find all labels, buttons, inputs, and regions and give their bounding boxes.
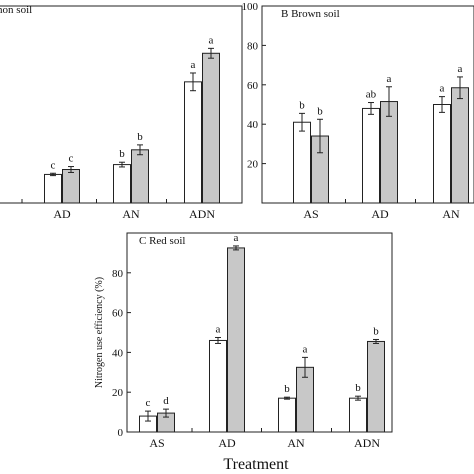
bar: [202, 52, 220, 204]
y-tick-label: 0: [118, 427, 124, 439]
y-tick-label: 40: [112, 347, 124, 359]
significance-label: a: [209, 34, 214, 46]
significance-label: ab: [366, 89, 377, 101]
panel-title: B Brown soil: [281, 8, 340, 20]
bar: [433, 104, 451, 204]
significance-label: b: [373, 325, 379, 337]
bar: [451, 87, 469, 204]
significance-label: b: [355, 382, 361, 394]
y-tick-label: 60: [112, 308, 124, 320]
y-tick-label: 20: [112, 387, 124, 399]
bar: [184, 81, 202, 204]
bar: [367, 340, 385, 433]
significance-label: d: [163, 395, 169, 407]
y-tick-label: 100: [242, 1, 259, 13]
x-tick-label: AD: [218, 436, 236, 450]
bar: [209, 339, 227, 433]
plot-frame: [126, 232, 393, 433]
panel-c: 0 20 40 60 80 Nitrogen use efficiency (%) C Re…: [94, 232, 393, 450]
significance-label: b: [137, 131, 143, 143]
y-tick-label: 20: [247, 159, 259, 171]
bar: [349, 397, 367, 433]
y-tick-label: 80: [247, 40, 259, 52]
x-tick-label: ADN: [354, 436, 380, 450]
y-tick-label: 60: [247, 80, 259, 92]
significance-label: a: [458, 63, 463, 75]
x-tick-label: AN: [442, 207, 460, 221]
significance-label: b: [299, 99, 305, 111]
significance-label: c: [51, 159, 56, 171]
significance-label: b: [119, 148, 125, 160]
panel-a: mon soil AD AN ADN c b a c b a: [0, 4, 243, 221]
bar: [44, 173, 62, 204]
plot-frame: [0, 5, 243, 204]
significance-label: c: [146, 397, 151, 409]
bar: [293, 121, 311, 204]
panel-title: mon soil: [0, 4, 32, 16]
significance-label: a: [387, 73, 392, 85]
x-tick-label: AD: [371, 207, 389, 221]
bar: [278, 397, 296, 433]
bar: [131, 149, 149, 204]
panel-title: C Red soil: [139, 235, 185, 247]
x-tick-label: AS: [303, 207, 318, 221]
y-tick-label: 40: [247, 119, 259, 131]
bar: [113, 164, 131, 204]
bar: [62, 169, 80, 204]
significance-label: a: [440, 83, 445, 95]
significance-label: a: [191, 59, 196, 71]
significance-label: b: [317, 105, 323, 117]
y-tick-label: 80: [112, 268, 124, 280]
x-tick-label: ADN: [189, 207, 215, 221]
significance-label: a: [216, 323, 221, 335]
bar: [227, 247, 245, 433]
x-tick-label: AN: [287, 436, 305, 450]
significance-label: c: [69, 153, 74, 165]
y-axis-title: Nitrogen use efficiency (%): [94, 277, 105, 388]
x-tick-label: AD: [53, 207, 71, 221]
x-axis-title: Treatment: [223, 456, 289, 473]
significance-label: a: [303, 343, 308, 355]
significance-label: b: [284, 383, 290, 395]
x-tick-label: AN: [122, 207, 140, 221]
x-tick-label: AS: [149, 436, 164, 450]
bar: [362, 107, 380, 204]
significance-label: a: [234, 232, 239, 244]
